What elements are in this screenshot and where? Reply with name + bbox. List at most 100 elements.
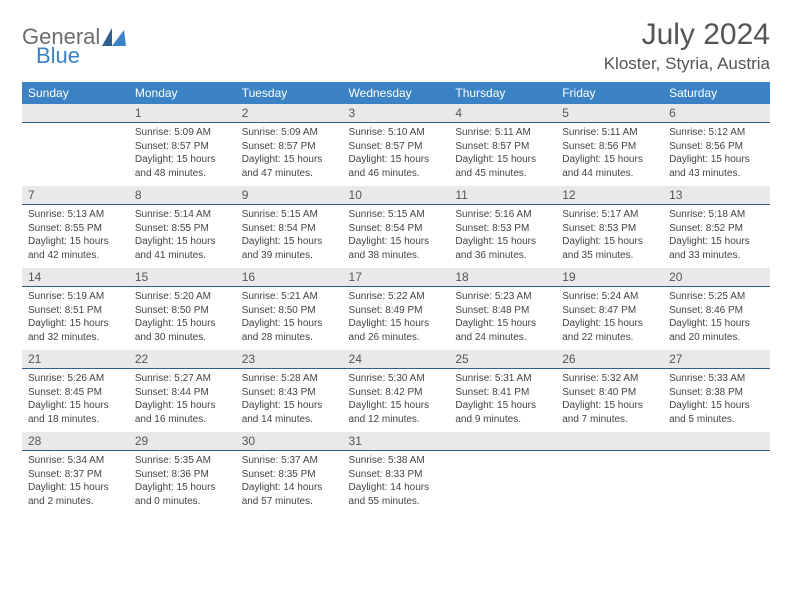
day-number: 19 (556, 268, 663, 287)
day-header: Saturday (663, 82, 770, 104)
day-number: 28 (22, 432, 129, 451)
day-details: Sunrise: 5:33 AMSunset: 8:38 PMDaylight:… (663, 369, 770, 432)
daylight: Daylight: 15 hours and 9 minutes. (455, 399, 550, 426)
day-header: Tuesday (236, 82, 343, 104)
sunset: Sunset: 8:55 PM (28, 222, 123, 236)
day-details: Sunrise: 5:18 AMSunset: 8:52 PMDaylight:… (663, 205, 770, 268)
calendar-cell: 23Sunrise: 5:28 AMSunset: 8:43 PMDayligh… (236, 350, 343, 432)
day-number: 13 (663, 186, 770, 205)
day-number: 26 (556, 350, 663, 369)
sunrise: Sunrise: 5:35 AM (135, 454, 230, 468)
day-number: 8 (129, 186, 236, 205)
calendar-cell: 6Sunrise: 5:12 AMSunset: 8:56 PMDaylight… (663, 104, 770, 186)
calendar-cell: 7Sunrise: 5:13 AMSunset: 8:55 PMDaylight… (22, 186, 129, 268)
day-details: Sunrise: 5:09 AMSunset: 8:57 PMDaylight:… (129, 123, 236, 186)
day-number: 29 (129, 432, 236, 451)
daylight: Daylight: 15 hours and 2 minutes. (28, 481, 123, 508)
calendar-cell: 27Sunrise: 5:33 AMSunset: 8:38 PMDayligh… (663, 350, 770, 432)
sunset: Sunset: 8:38 PM (669, 386, 764, 400)
daylight: Daylight: 15 hours and 5 minutes. (669, 399, 764, 426)
day-header: Thursday (449, 82, 556, 104)
day-number: 11 (449, 186, 556, 205)
page-header: General Blue July 2024 Kloster, Styria, … (22, 18, 770, 74)
day-number: 10 (343, 186, 450, 205)
sunset: Sunset: 8:57 PM (135, 140, 230, 154)
sunrise: Sunrise: 5:19 AM (28, 290, 123, 304)
day-details: Sunrise: 5:15 AMSunset: 8:54 PMDaylight:… (343, 205, 450, 268)
calendar-cell: 25Sunrise: 5:31 AMSunset: 8:41 PMDayligh… (449, 350, 556, 432)
sunrise: Sunrise: 5:13 AM (28, 208, 123, 222)
logo: General Blue (22, 25, 128, 68)
calendar-week: 14Sunrise: 5:19 AMSunset: 8:51 PMDayligh… (22, 268, 770, 350)
day-number: 30 (236, 432, 343, 451)
sunset: Sunset: 8:45 PM (28, 386, 123, 400)
sunrise: Sunrise: 5:11 AM (455, 126, 550, 140)
day-number: 27 (663, 350, 770, 369)
day-details: Sunrise: 5:31 AMSunset: 8:41 PMDaylight:… (449, 369, 556, 432)
sunrise: Sunrise: 5:34 AM (28, 454, 123, 468)
day-details: Sunrise: 5:12 AMSunset: 8:56 PMDaylight:… (663, 123, 770, 186)
calendar-week: 7 Sunrise: 5:13 AMSunset: 8:55 PM Daylight… (22, 186, 770, 268)
sunrise: Sunrise: 5:09 AM (242, 126, 337, 140)
calendar-cell: 2Sunrise: 5:09 AMSunset: 8:57 PMDaylight… (236, 104, 343, 186)
calendar-cell: 5Sunrise: 5:11 AMSunset: 8:56 PMDaylight… (556, 104, 663, 186)
calendar-cell: 22Sunrise: 5:27 AMSunset: 8:44 PMDayligh… (129, 350, 236, 432)
day-details: Sunrise: 5:20 AMSunset: 8:50 PMDaylight:… (129, 287, 236, 350)
day-header: Monday (129, 82, 236, 104)
calendar-head: SundayMondayTuesdayWednesdayThursdayFrid… (22, 82, 770, 104)
sunrise: Sunrise: 5:18 AM (669, 208, 764, 222)
sunset: Sunset: 8:48 PM (455, 304, 550, 318)
sunrise: Sunrise: 5:16 AM (455, 208, 550, 222)
calendar-cell: 26Sunrise: 5:32 AMSunset: 8:40 PMDayligh… (556, 350, 663, 432)
calendar-cell: 20Sunrise: 5:25 AMSunset: 8:46 PMDayligh… (663, 268, 770, 350)
daylight: Daylight: 15 hours and 36 minutes. (455, 235, 550, 262)
sunrise: Sunrise: 5:12 AM (669, 126, 764, 140)
day-number: 12 (556, 186, 663, 205)
location: Kloster, Styria, Austria (604, 54, 770, 74)
day-details: Sunrise: 5:30 AMSunset: 8:42 PMDaylight:… (343, 369, 450, 432)
sunset: Sunset: 8:49 PM (349, 304, 444, 318)
day-number: 20 (663, 268, 770, 287)
daylight: Daylight: 15 hours and 44 minutes. (562, 153, 657, 180)
daylight: Daylight: 15 hours and 41 minutes. (135, 235, 230, 262)
sunrise: Sunrise: 5:30 AM (349, 372, 444, 386)
calendar-week: 1Sunrise: 5:09 AMSunset: 8:57 PMDaylight… (22, 104, 770, 186)
day-details (556, 451, 663, 507)
day-details: Sunrise: 5:10 AMSunset: 8:57 PMDaylight:… (343, 123, 450, 186)
calendar-cell: 3Sunrise: 5:10 AMSunset: 8:57 PMDaylight… (343, 104, 450, 186)
daylight: Daylight: 15 hours and 14 minutes. (242, 399, 337, 426)
day-number (556, 432, 663, 451)
day-details: Sunrise: 5:23 AMSunset: 8:48 PMDaylight:… (449, 287, 556, 350)
calendar-week: 21Sunrise: 5:26 AMSunset: 8:45 PMDayligh… (22, 350, 770, 432)
calendar-cell (663, 432, 770, 514)
day-details: Sunrise: 5:27 AMSunset: 8:44 PMDaylight:… (129, 369, 236, 432)
day-details: Sunrise: 5:22 AMSunset: 8:49 PMDaylight:… (343, 287, 450, 350)
sunset: Sunset: 8:56 PM (669, 140, 764, 154)
day-details: Sunrise: 5:37 AMSunset: 8:35 PMDaylight:… (236, 451, 343, 514)
sunrise: Sunrise: 5:11 AM (562, 126, 657, 140)
sunset: Sunset: 8:40 PM (562, 386, 657, 400)
day-number: 3 (343, 104, 450, 123)
sunrise: Sunrise: 5:32 AM (562, 372, 657, 386)
sunrise: Sunrise: 5:21 AM (242, 290, 337, 304)
day-number: 7 (22, 186, 129, 205)
day-details: Sunrise: 5:25 AMSunset: 8:46 PMDaylight:… (663, 287, 770, 350)
sunrise: Sunrise: 5:14 AM (135, 208, 230, 222)
sunset: Sunset: 8:57 PM (455, 140, 550, 154)
day-number: 5 (556, 104, 663, 123)
day-details: Sunrise: 5:26 AMSunset: 8:45 PMDaylight:… (22, 369, 129, 432)
day-details: Sunrise: 5:21 AMSunset: 8:50 PMDaylight:… (236, 287, 343, 350)
day-details (663, 451, 770, 507)
calendar-cell: 19Sunrise: 5:24 AMSunset: 8:47 PMDayligh… (556, 268, 663, 350)
daylight: Daylight: 15 hours and 24 minutes. (455, 317, 550, 344)
sunset: Sunset: 8:50 PM (242, 304, 337, 318)
calendar-body: 1Sunrise: 5:09 AMSunset: 8:57 PMDaylight… (22, 104, 770, 514)
day-details: Sunrise: 5:19 AMSunset: 8:51 PMDaylight:… (22, 287, 129, 350)
daylight: Daylight: 14 hours and 55 minutes. (349, 481, 444, 508)
day-number: 24 (343, 350, 450, 369)
calendar-cell: 15Sunrise: 5:20 AMSunset: 8:50 PMDayligh… (129, 268, 236, 350)
calendar-cell (556, 432, 663, 514)
sunrise: Sunrise: 5:15 AM (349, 208, 444, 222)
day-number: 16 (236, 268, 343, 287)
day-number: 25 (449, 350, 556, 369)
